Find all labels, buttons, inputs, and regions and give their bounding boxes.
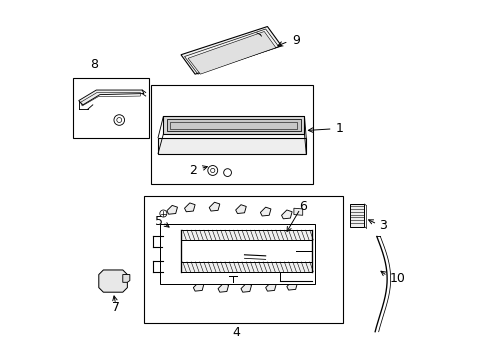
Polygon shape	[209, 202, 219, 211]
Polygon shape	[260, 207, 270, 216]
Polygon shape	[163, 117, 304, 134]
Polygon shape	[241, 283, 251, 292]
Polygon shape	[158, 138, 305, 154]
Polygon shape	[184, 203, 195, 212]
Polygon shape	[166, 206, 177, 214]
Text: 7: 7	[111, 301, 120, 314]
Polygon shape	[188, 31, 275, 74]
Text: 2: 2	[188, 164, 197, 177]
Polygon shape	[181, 230, 311, 240]
Polygon shape	[265, 282, 276, 291]
Polygon shape	[218, 283, 228, 292]
Polygon shape	[281, 210, 291, 219]
Polygon shape	[79, 90, 143, 105]
Bar	[143, 196, 343, 323]
Polygon shape	[166, 119, 300, 131]
Polygon shape	[122, 275, 130, 282]
Polygon shape	[99, 270, 127, 292]
Text: 4: 4	[232, 326, 240, 339]
Bar	[151, 85, 313, 184]
Text: 10: 10	[389, 271, 405, 284]
Polygon shape	[293, 208, 302, 215]
Text: 6: 6	[298, 200, 306, 213]
Polygon shape	[235, 205, 246, 213]
Polygon shape	[160, 224, 314, 284]
Text: 9: 9	[291, 34, 300, 47]
Bar	[73, 78, 149, 138]
Polygon shape	[181, 27, 281, 74]
Text: 1: 1	[335, 122, 343, 135]
Polygon shape	[349, 204, 364, 226]
Polygon shape	[181, 262, 311, 272]
Polygon shape	[193, 282, 203, 291]
Text: 8: 8	[90, 58, 99, 71]
Text: 3: 3	[379, 219, 386, 231]
Text: 5: 5	[155, 215, 163, 228]
Polygon shape	[286, 281, 297, 290]
